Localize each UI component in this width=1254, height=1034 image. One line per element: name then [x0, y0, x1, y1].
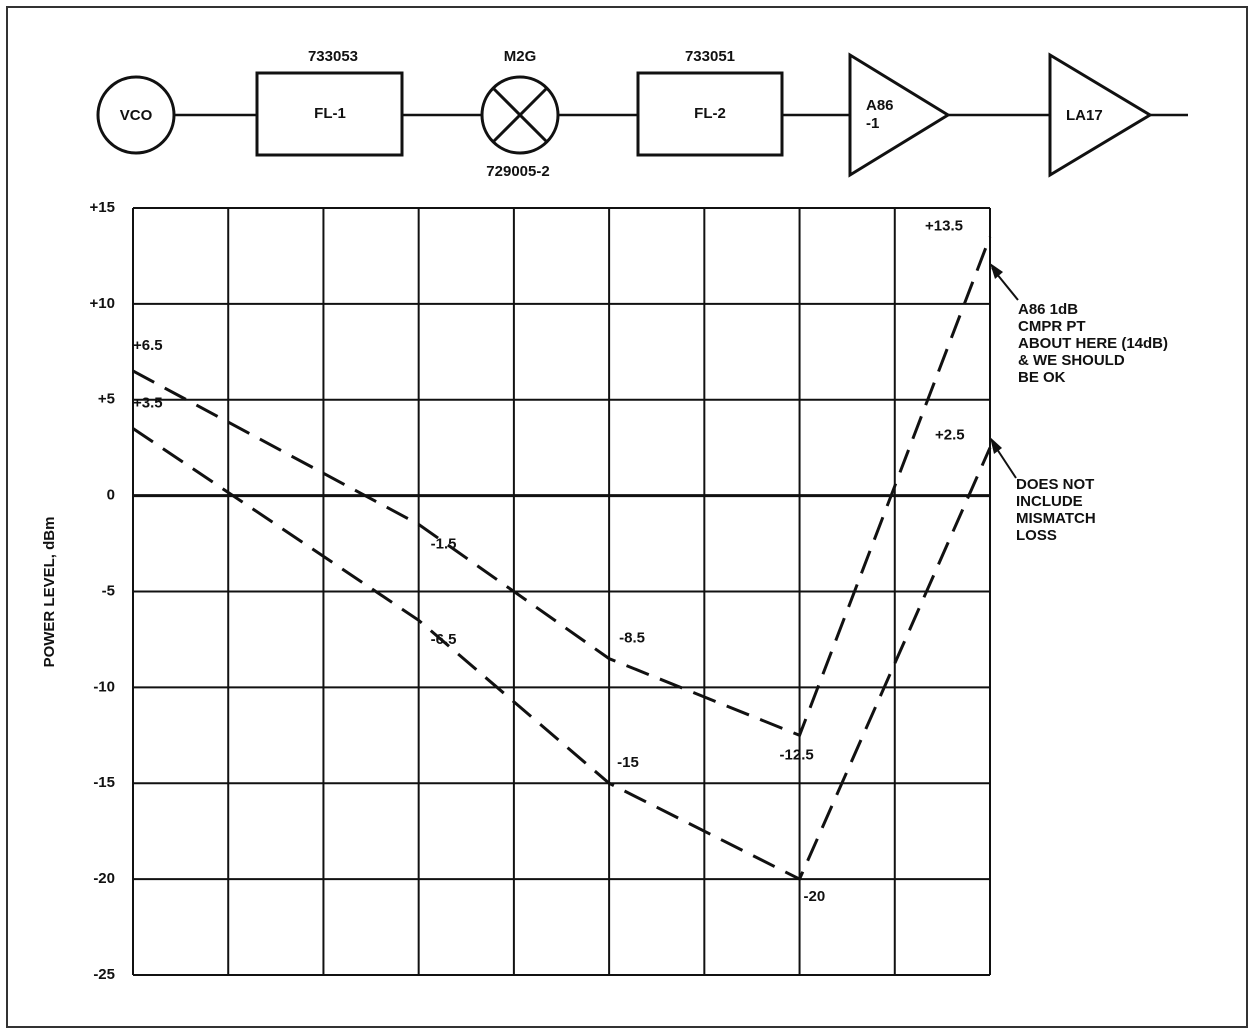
- block-diagram: VCO FL-1 733053 M2G 729005-2 FL-2 733051…: [96, 48, 1188, 180]
- data-label: -1.5: [431, 535, 457, 552]
- data-label: +2.5: [935, 427, 965, 444]
- data-label: +6.5: [133, 337, 163, 354]
- mixer-cross: [491, 86, 549, 144]
- data-label: +3.5: [133, 394, 163, 411]
- arrow-head: [990, 437, 1002, 454]
- annotation: ABOUT HERE (14dB): [1018, 335, 1168, 352]
- annotation: BE OK: [1018, 369, 1066, 386]
- node-label: FL-2: [694, 105, 726, 122]
- fl2-block: [636, 71, 784, 157]
- part-number: 733053: [308, 48, 358, 65]
- y-tick-label: +15: [90, 199, 115, 216]
- y-tick-label: -5: [102, 582, 115, 599]
- annotation: CMPR PT: [1018, 318, 1086, 335]
- annotation: LOSS: [1016, 527, 1057, 544]
- y-tick-label: -25: [93, 966, 115, 983]
- node-label: FL-1: [314, 105, 346, 122]
- data-label: -6.5: [431, 631, 457, 648]
- annotation: DOES NOT: [1016, 476, 1094, 493]
- annotation: MISMATCH: [1016, 510, 1096, 527]
- y-tick-label: -20: [93, 870, 115, 887]
- node-label: LA17: [1066, 107, 1103, 124]
- y-tick-label: -15: [93, 774, 115, 791]
- y-tick-label: +10: [90, 295, 115, 312]
- annotation: & WE SHOULD: [1018, 352, 1125, 369]
- amp-block: [1048, 52, 1153, 178]
- fl1-block: [255, 71, 404, 157]
- part-number: 733051: [685, 48, 735, 65]
- annotation: A86 1dB: [1018, 301, 1078, 318]
- node-label: M2G: [504, 48, 537, 65]
- data-label: -8.5: [619, 630, 645, 647]
- data-label: -12.5: [780, 746, 814, 763]
- annotation: INCLUDE: [1016, 493, 1083, 510]
- node-label: -1: [866, 115, 879, 132]
- amp-block: [848, 52, 951, 178]
- y-tick-label: 0: [107, 487, 115, 504]
- y-tick-label: -10: [93, 678, 115, 695]
- data-label: +13.5: [925, 218, 963, 235]
- y-axis-label: POWER LEVEL, dBm: [41, 517, 58, 668]
- data-label: -15: [617, 754, 639, 771]
- y-tick-label: +5: [98, 391, 115, 408]
- series-line: [132, 236, 992, 738]
- frame: [6, 6, 1248, 1028]
- part-number: 729005-2: [486, 163, 549, 180]
- vco-block: [96, 75, 176, 155]
- series-line: [132, 427, 992, 882]
- arrow-head: [990, 263, 1003, 279]
- node-label: A86: [866, 97, 894, 114]
- data-label: -20: [804, 888, 826, 905]
- node-label: VCO: [120, 107, 153, 124]
